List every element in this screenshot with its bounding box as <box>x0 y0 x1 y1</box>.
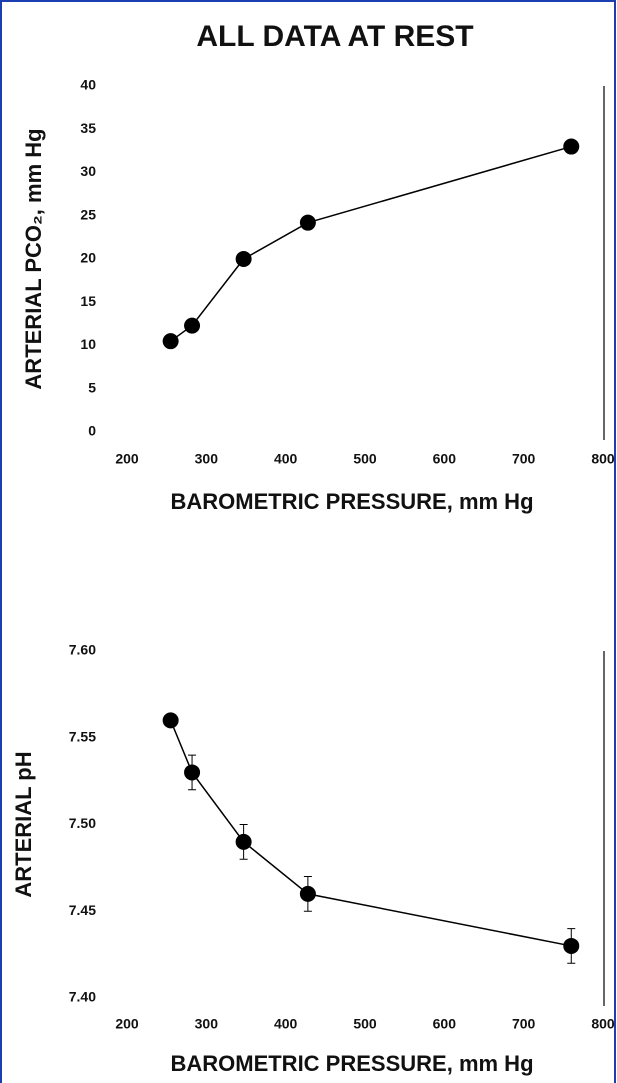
x-tick-label: 200 <box>115 1016 139 1032</box>
marker <box>184 764 201 781</box>
x-tick-label: 600 <box>433 1016 457 1032</box>
x-tick-label: 400 <box>274 1016 298 1032</box>
x-tick-label: 800 <box>591 451 615 467</box>
y-tick-label: 0 <box>88 423 96 439</box>
x-tick-label: 200 <box>115 451 139 467</box>
y-tick-label: 35 <box>80 120 96 136</box>
y-tick-label: 10 <box>80 336 96 352</box>
marker <box>299 885 316 902</box>
x-axis-title: BAROMETRIC PRESSURE, mm Hg <box>170 489 533 514</box>
marker <box>235 251 252 267</box>
y-tick-label: 7.40 <box>69 989 96 1005</box>
marker <box>299 214 316 231</box>
x-axis-title: BAROMETRIC PRESSURE, mm Hg <box>170 1051 533 1076</box>
line <box>170 145 572 342</box>
x-tick-label: 600 <box>433 451 457 467</box>
y-tick-label: 40 <box>80 77 96 93</box>
x-tick-label: 800 <box>591 1016 615 1032</box>
y-tick-label: 7.55 <box>69 728 96 744</box>
line <box>169 720 572 947</box>
y-tick-label: 15 <box>80 293 96 309</box>
marker <box>162 712 179 729</box>
y-axis-title: ARTERIAL PCO₂, mm Hg <box>21 128 46 389</box>
y-tick-label: 7.60 <box>69 642 96 658</box>
x-tick-label: 700 <box>512 1016 536 1032</box>
x-tick-label: 400 <box>274 451 298 467</box>
y-tick-label: 20 <box>80 250 96 266</box>
x-tick-label: 500 <box>353 451 377 467</box>
x-tick-label: 300 <box>195 451 219 467</box>
x-tick-label: 300 <box>195 1016 219 1032</box>
y-axis-title: ARTERIAL pH <box>11 751 36 897</box>
marker <box>184 317 201 334</box>
x-tick-label: 500 <box>353 1016 377 1032</box>
x-tick-label: 700 <box>512 451 536 467</box>
chart-title: ALL DATA AT REST <box>196 20 473 53</box>
marker <box>563 138 580 155</box>
y-tick-label: 7.45 <box>69 902 96 918</box>
y-tick-label: 25 <box>80 206 96 222</box>
y-tick-label: 30 <box>80 163 96 179</box>
marker <box>563 937 580 954</box>
y-tick-label: 5 <box>88 379 96 395</box>
marker <box>162 333 179 350</box>
marker <box>235 833 252 850</box>
y-tick-label: 7.50 <box>69 815 96 831</box>
